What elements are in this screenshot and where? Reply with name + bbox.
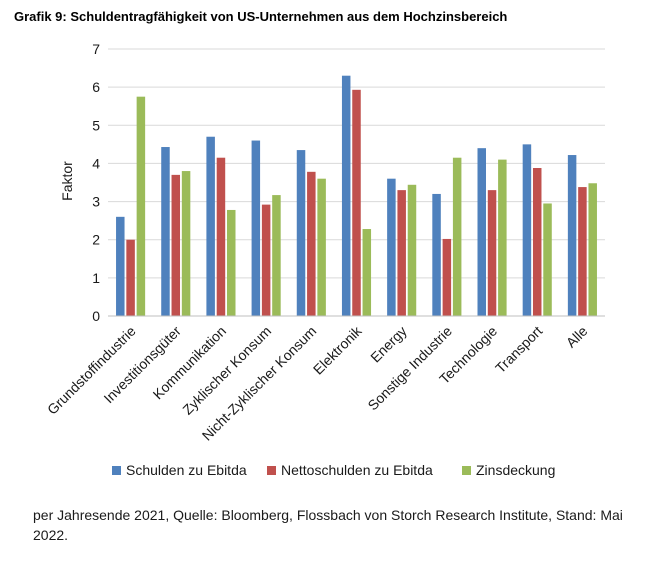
bar-2-6 [352,89,361,316]
bar-1-5 [296,150,306,316]
bar-3-9 [498,159,507,316]
bar-3-6 [362,229,372,316]
bar-2-10 [532,168,542,316]
x-tick-label: Transport [492,323,545,376]
y-axis-ticks: 0 1 2 3 4 5 6 7 [92,41,100,324]
legend-swatch [112,466,121,475]
y-tick-label: 0 [92,308,100,324]
bar-2-2 [171,174,181,316]
x-tick-label: Alle [563,323,591,351]
bar-2-4 [261,204,271,316]
y-tick-label: 3 [92,194,100,210]
bar-2-8 [442,238,452,316]
bar-3-4 [272,195,281,316]
bar-2-9 [487,190,497,316]
x-tick-label: Sonstige Industrie [364,323,455,414]
bar-3-1 [136,96,146,316]
x-axis-ticks: GrundstoffindustrieInvestitionsgüterKomm… [44,322,591,444]
bar-1-11 [567,155,577,316]
chart-title: Grafik 9: Schuldentragfähigkeit von US-U… [14,9,508,24]
bar-2-3 [216,157,226,316]
bar-3-2 [181,171,191,316]
bar-2-11 [578,187,587,316]
legend-label: Schulden zu Ebitda [126,462,247,478]
bar-1-8 [432,193,441,316]
bar-3-11 [588,183,597,316]
legend: Schulden zu Ebitda Nettoschulden zu Ebitd… [112,462,555,478]
bar-3-5 [317,178,326,316]
footnote: per Jahresende 2021, Quelle: Bloomberg, … [33,507,623,543]
y-tick-label: 4 [92,155,100,171]
legend-swatch [462,466,471,475]
bar-1-2 [161,147,170,316]
legend-label: Zinsdeckung [476,462,555,478]
bar-1-1 [116,216,125,316]
legend-label: Nettoschulden zu Ebitda [281,462,433,478]
y-tick-label: 1 [92,270,100,286]
y-tick-label: 5 [92,117,100,133]
bar-3-3 [227,209,236,316]
bar-2-7 [397,190,406,316]
bar-1-7 [387,178,396,316]
bar-3-8 [452,157,462,316]
bar-chart: 0 1 2 3 4 5 6 7 GrundstoffindustrieInvestitions… [44,41,605,478]
y-tick-label: 7 [92,41,100,57]
bar-2-1 [126,239,135,316]
x-tick-label: Energy [367,323,410,366]
bar-3-10 [543,203,552,316]
x-tick-label: Investitionsgüter [100,323,184,407]
x-tick-label: Elektronik [310,322,365,377]
bar-1-9 [477,148,486,316]
bar-1-3 [206,136,215,316]
bar-1-6 [341,75,351,316]
y-axis-label: Faktor [59,161,75,201]
bar-3-7 [407,184,417,316]
legend-swatch [267,466,276,475]
bar-1-10 [522,144,532,316]
y-tick-label: 2 [92,232,100,248]
y-tick-label: 6 [92,79,100,95]
bar-2-5 [307,171,316,316]
bars [116,75,597,316]
bar-1-4 [251,140,261,316]
